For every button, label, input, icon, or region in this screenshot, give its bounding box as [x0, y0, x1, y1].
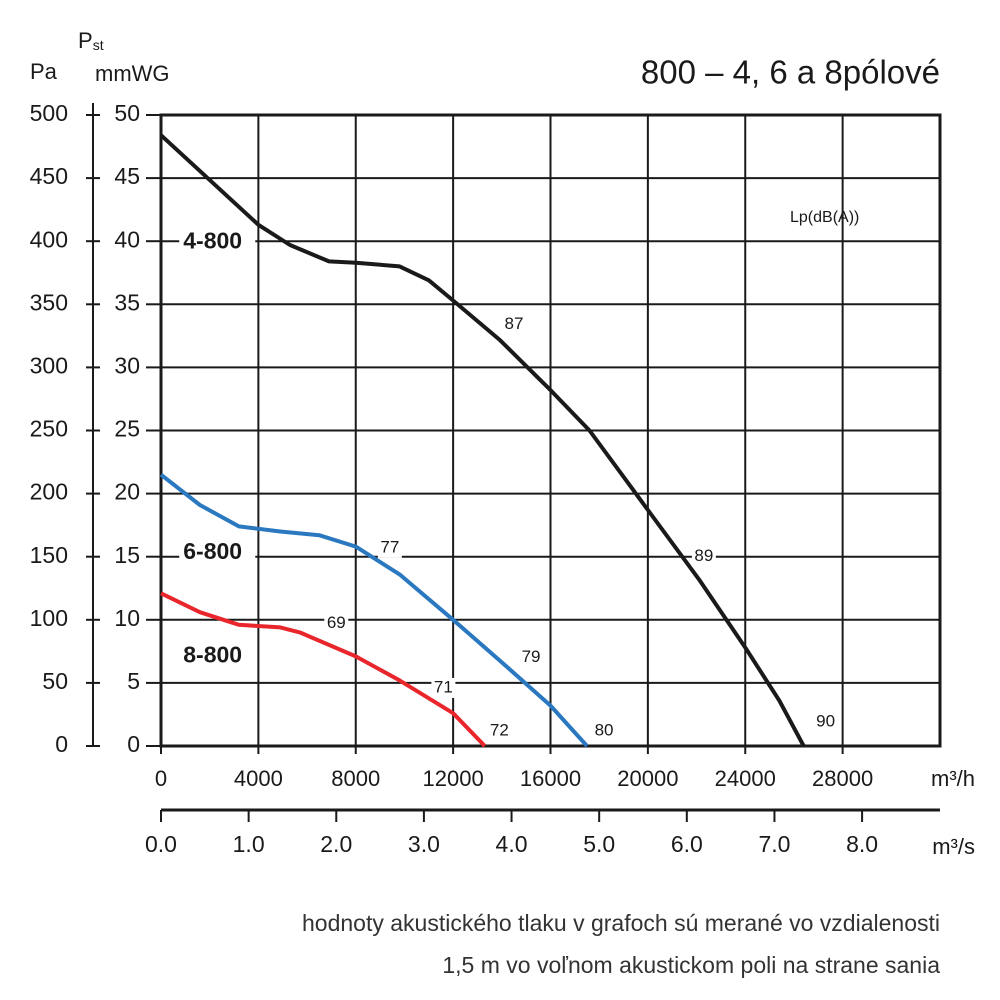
db-label-bg	[324, 613, 349, 634]
db-label: 79	[522, 647, 541, 666]
x2-tick-label: 5.0	[583, 831, 615, 857]
x-tick-label: 12000	[423, 766, 484, 791]
y2-tick-label: 15	[114, 542, 140, 568]
db-label-bg	[519, 647, 544, 668]
x2-tick-label: 2.0	[320, 831, 352, 857]
x2-tick-label: 4.0	[496, 831, 528, 857]
annotation: Lp(dB(A))	[790, 209, 859, 226]
y2-tick-label: 20	[114, 479, 140, 505]
series-label-bg	[179, 642, 256, 671]
x2-tick-label: 8.0	[846, 831, 878, 857]
y-axis-label: Pa	[30, 59, 58, 84]
db-label: 69	[327, 613, 346, 632]
y-tick-label: 50	[42, 668, 68, 694]
chart-title: 800 – 4, 6 a 8pólové	[641, 54, 940, 91]
y-tick-label: 0	[55, 731, 68, 757]
x-tick-label: 0	[155, 766, 167, 791]
subscript: st	[93, 37, 104, 53]
curve	[159, 133, 806, 747]
y-tick-label: 100	[30, 605, 68, 631]
y-tick-label: 400	[30, 226, 68, 252]
curve	[159, 473, 589, 748]
y2-tick-label: 25	[114, 416, 140, 442]
x-tick-label: 16000	[520, 766, 581, 791]
symbol: P	[78, 28, 93, 53]
y-tick-label: 200	[30, 479, 68, 505]
db-label-bg	[691, 546, 716, 567]
y-tick-label: 250	[30, 416, 68, 442]
x2-tick-label: 0.0	[145, 831, 177, 857]
y2-axis-symbol: Pst	[78, 28, 104, 53]
db-label: 71	[434, 677, 453, 696]
db-label: 80	[595, 720, 614, 739]
db-label: 77	[380, 537, 399, 556]
db-label: 90	[816, 712, 835, 731]
db-label-bg	[431, 677, 456, 698]
db-label: 87	[505, 314, 524, 333]
db-label: 89	[694, 546, 713, 565]
y-tick-label: 150	[30, 542, 68, 568]
db-label-bg	[377, 537, 402, 558]
x2-tick-label: 3.0	[408, 831, 440, 857]
db-label-bg	[501, 314, 526, 335]
db-label-bg	[487, 720, 512, 741]
y2-tick-label: 50	[114, 100, 140, 126]
y2-tick-label: 0	[127, 731, 140, 757]
footnote: hodnoty akustického tlaku v grafoch sú m…	[302, 910, 940, 936]
x-tick-label: 8000	[331, 766, 380, 791]
db-label-bg	[592, 720, 617, 741]
y2-tick-label: 5	[127, 668, 140, 694]
x2-tick-label: 6.0	[671, 831, 703, 857]
y2-tick-label: 35	[114, 289, 140, 315]
x2-axis-label: m³/s	[932, 834, 975, 859]
series-label: 8-800	[183, 641, 242, 667]
db-label-bg	[813, 712, 838, 733]
y-tick-label: 300	[30, 352, 68, 378]
y2-tick-label: 40	[114, 226, 140, 252]
curve	[160, 591, 487, 748]
y2-tick-label: 45	[114, 163, 140, 189]
series-label-bg	[179, 228, 256, 257]
y-tick-label: 500	[30, 100, 68, 126]
y2-tick-label: 30	[114, 352, 140, 378]
x-tick-label: 24000	[715, 766, 776, 791]
series-label: 4-800	[183, 228, 242, 254]
y-tick-label: 450	[30, 163, 68, 189]
y2-tick-label: 10	[114, 605, 140, 631]
footnote: 1,5 m vo voľnom akustickom poli na stran…	[442, 952, 940, 978]
series-label-bg	[179, 538, 256, 567]
plot-frame	[159, 113, 942, 748]
x2-tick-label: 1.0	[233, 831, 265, 857]
x-tick-label: 20000	[617, 766, 678, 791]
y-tick-label: 350	[30, 289, 68, 315]
y2-axis-label: mmWG	[95, 61, 170, 86]
x-axis-label: m³/h	[931, 766, 975, 791]
db-label: 72	[490, 720, 509, 739]
x2-tick-label: 7.0	[758, 831, 790, 857]
series-label: 6-800	[183, 538, 242, 564]
x-tick-label: 4000	[234, 766, 283, 791]
x-tick-label: 28000	[812, 766, 873, 791]
